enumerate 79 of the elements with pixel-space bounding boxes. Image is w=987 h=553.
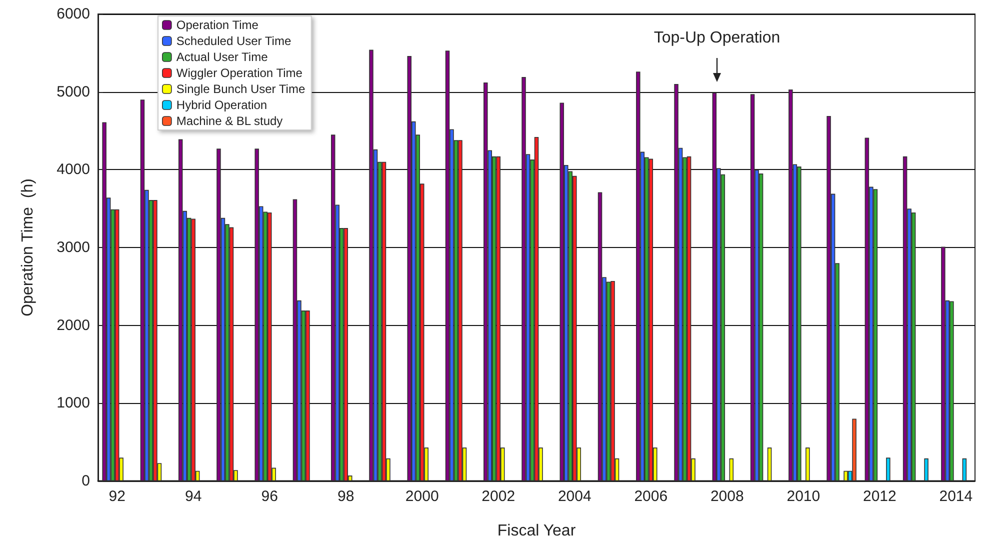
bar [191, 218, 196, 481]
x-tick-label: 2000 [405, 488, 439, 505]
x-tick-label: 98 [338, 488, 354, 505]
bar [788, 90, 793, 481]
x-tick-label: 2012 [862, 488, 896, 505]
y-axis-title: Operation Time (h) [20, 178, 36, 316]
y-tick-label: 1000 [56, 394, 90, 412]
bar [806, 448, 810, 481]
bar [911, 212, 916, 481]
bar [962, 458, 967, 481]
legend-label: Machine & BL study [176, 114, 283, 128]
bar [178, 139, 183, 481]
bar [229, 227, 234, 481]
y-tick-label: 2000 [56, 316, 90, 334]
x-tick-label: 2004 [558, 488, 592, 505]
bar [729, 458, 734, 481]
bar [267, 212, 272, 481]
bar [950, 301, 954, 481]
bar [712, 92, 717, 481]
bar [102, 122, 106, 481]
bar [598, 192, 602, 481]
bar [445, 50, 450, 481]
bar [114, 209, 120, 481]
bar [767, 448, 772, 481]
y-tick-label: 4000 [56, 161, 90, 178]
bar [407, 56, 412, 481]
x-tick-label: 2014 [939, 488, 973, 505]
y-tick-label: 6000 [56, 6, 90, 22]
x-tick-label: 94 [184, 488, 202, 505]
bar [797, 166, 802, 481]
legend-label: Actual User Time [176, 50, 268, 64]
x-tick-label: 2002 [482, 488, 516, 505]
annotation: Top-Up Operation [654, 30, 780, 46]
x-tick-label: 2010 [786, 488, 820, 505]
legend-label: Single Bunch User Time [176, 82, 306, 96]
x-tick-label: 96 [261, 488, 278, 505]
bar [153, 200, 158, 481]
bar [886, 458, 890, 481]
legend-label: Operation Time [176, 18, 259, 32]
bar [496, 156, 500, 481]
y-tick-label: 0 [82, 472, 90, 490]
bar [610, 280, 615, 481]
bar [534, 136, 539, 481]
bar [292, 199, 298, 481]
x-tick-label: 2006 [634, 488, 668, 505]
bar [924, 458, 928, 481]
legend-label: Hybrid Operation [176, 98, 268, 112]
bar [484, 82, 488, 481]
y-tick-label: 5000 [56, 83, 90, 100]
x-tick-label: 2008 [710, 488, 744, 505]
bar [758, 174, 764, 481]
bar [648, 158, 654, 481]
y-tick-label: 3000 [56, 239, 90, 256]
bar [844, 470, 848, 481]
bar [864, 138, 870, 481]
bar [254, 148, 259, 481]
x-tick-label: 92 [108, 488, 126, 505]
bar [306, 310, 310, 481]
bar [344, 228, 348, 481]
bar [636, 72, 640, 481]
x-axis-title: Fiscal Year [497, 522, 576, 540]
legend-label: Scheduled User Time [176, 34, 292, 48]
bar [140, 100, 145, 481]
bar [458, 140, 462, 481]
bar [750, 94, 755, 481]
bar [902, 156, 908, 481]
bar [941, 246, 946, 481]
bar [330, 134, 336, 481]
bar [852, 418, 856, 481]
bar [873, 189, 878, 481]
bar [216, 148, 221, 481]
bar [560, 102, 564, 481]
bar [674, 84, 678, 481]
bar [369, 50, 374, 481]
bar [826, 116, 831, 481]
bar [686, 156, 692, 481]
legend-label: Wiggler Operation Time [176, 66, 303, 80]
bar [522, 77, 526, 481]
bar [382, 162, 386, 481]
